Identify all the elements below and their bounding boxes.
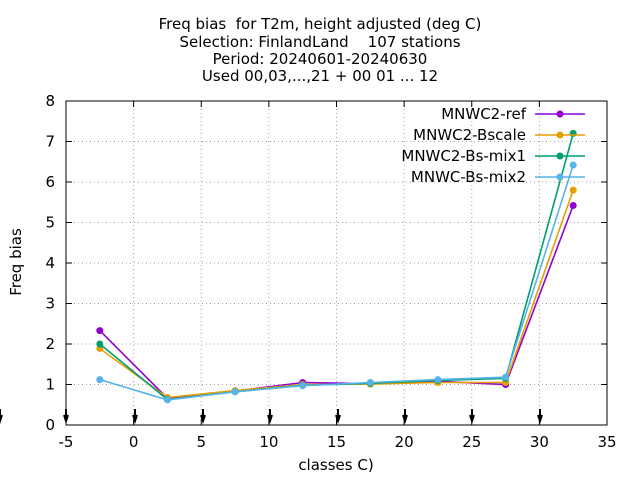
legend-marker [556,173,564,181]
y-tick-label: 6 [45,173,55,191]
legend-label: MNWC2-Bs-mix1 [401,147,526,165]
x-tick-label: 5 [196,433,206,451]
data-point [299,382,307,390]
x-arrow-marker [335,409,341,425]
data-point [569,161,577,169]
title-line-4: Used 00,03,...,21 + 00 01 ... 12 [201,67,439,85]
x-arrow-marker [469,409,475,425]
legend-marker [556,152,564,160]
x-tick-label: 30 [530,433,549,451]
x-tick-label: 15 [327,433,346,451]
x-arrow-marker [132,409,138,425]
data-point [96,340,104,348]
x-tick-label: 25 [462,433,481,451]
y-tick-label: 2 [45,335,55,353]
legend-label: MNWC2-Bscale [413,126,526,144]
x-arrow-marker [267,409,273,425]
data-point [502,373,510,381]
legend-label: MNWC-Bs-mix2 [411,168,526,186]
y-tick-label: 0 [45,416,55,434]
legend-label: MNWC2-ref [441,105,526,123]
y-axis-label: Freq bias [7,228,25,296]
x-arrow-marker [0,409,3,425]
x-axis-label: classes C) [298,456,374,474]
x-arrow-marker [402,409,408,425]
data-point [96,376,104,384]
data-point [163,396,171,404]
data-point [569,201,577,209]
y-tick-label: 4 [45,254,55,272]
series-line-mnwc-bs-mix2 [99,164,574,401]
data-point [569,186,577,194]
x-tick-label: -5 [59,433,74,451]
y-tick-label: 8 [45,92,55,110]
title-line-1: Freq bias for T2m, height adjusted (deg … [158,15,482,33]
y-tick-label: 1 [45,376,55,394]
y-tick-label: 3 [45,295,55,313]
legend-marker [556,131,564,139]
x-tick-label: 20 [395,433,414,451]
x-arrow-marker [63,409,69,425]
data-point [366,378,374,386]
data-point [569,129,577,137]
title-line-2: Selection: FinlandLand 107 stations [179,33,461,51]
data-point [96,327,104,335]
title-line-3: Period: 20240601-20240630 [212,50,428,68]
data-point [231,388,239,396]
x-tick-label: 0 [129,433,139,451]
x-tick-label: 10 [259,433,278,451]
x-arrow-marker [537,409,543,425]
x-arrow-marker [200,409,206,425]
x-tick-label: 35 [597,433,616,451]
data-point [434,376,442,384]
y-tick-label: 7 [45,133,55,151]
y-tick-label: 5 [45,214,55,232]
legend-marker [556,110,564,118]
